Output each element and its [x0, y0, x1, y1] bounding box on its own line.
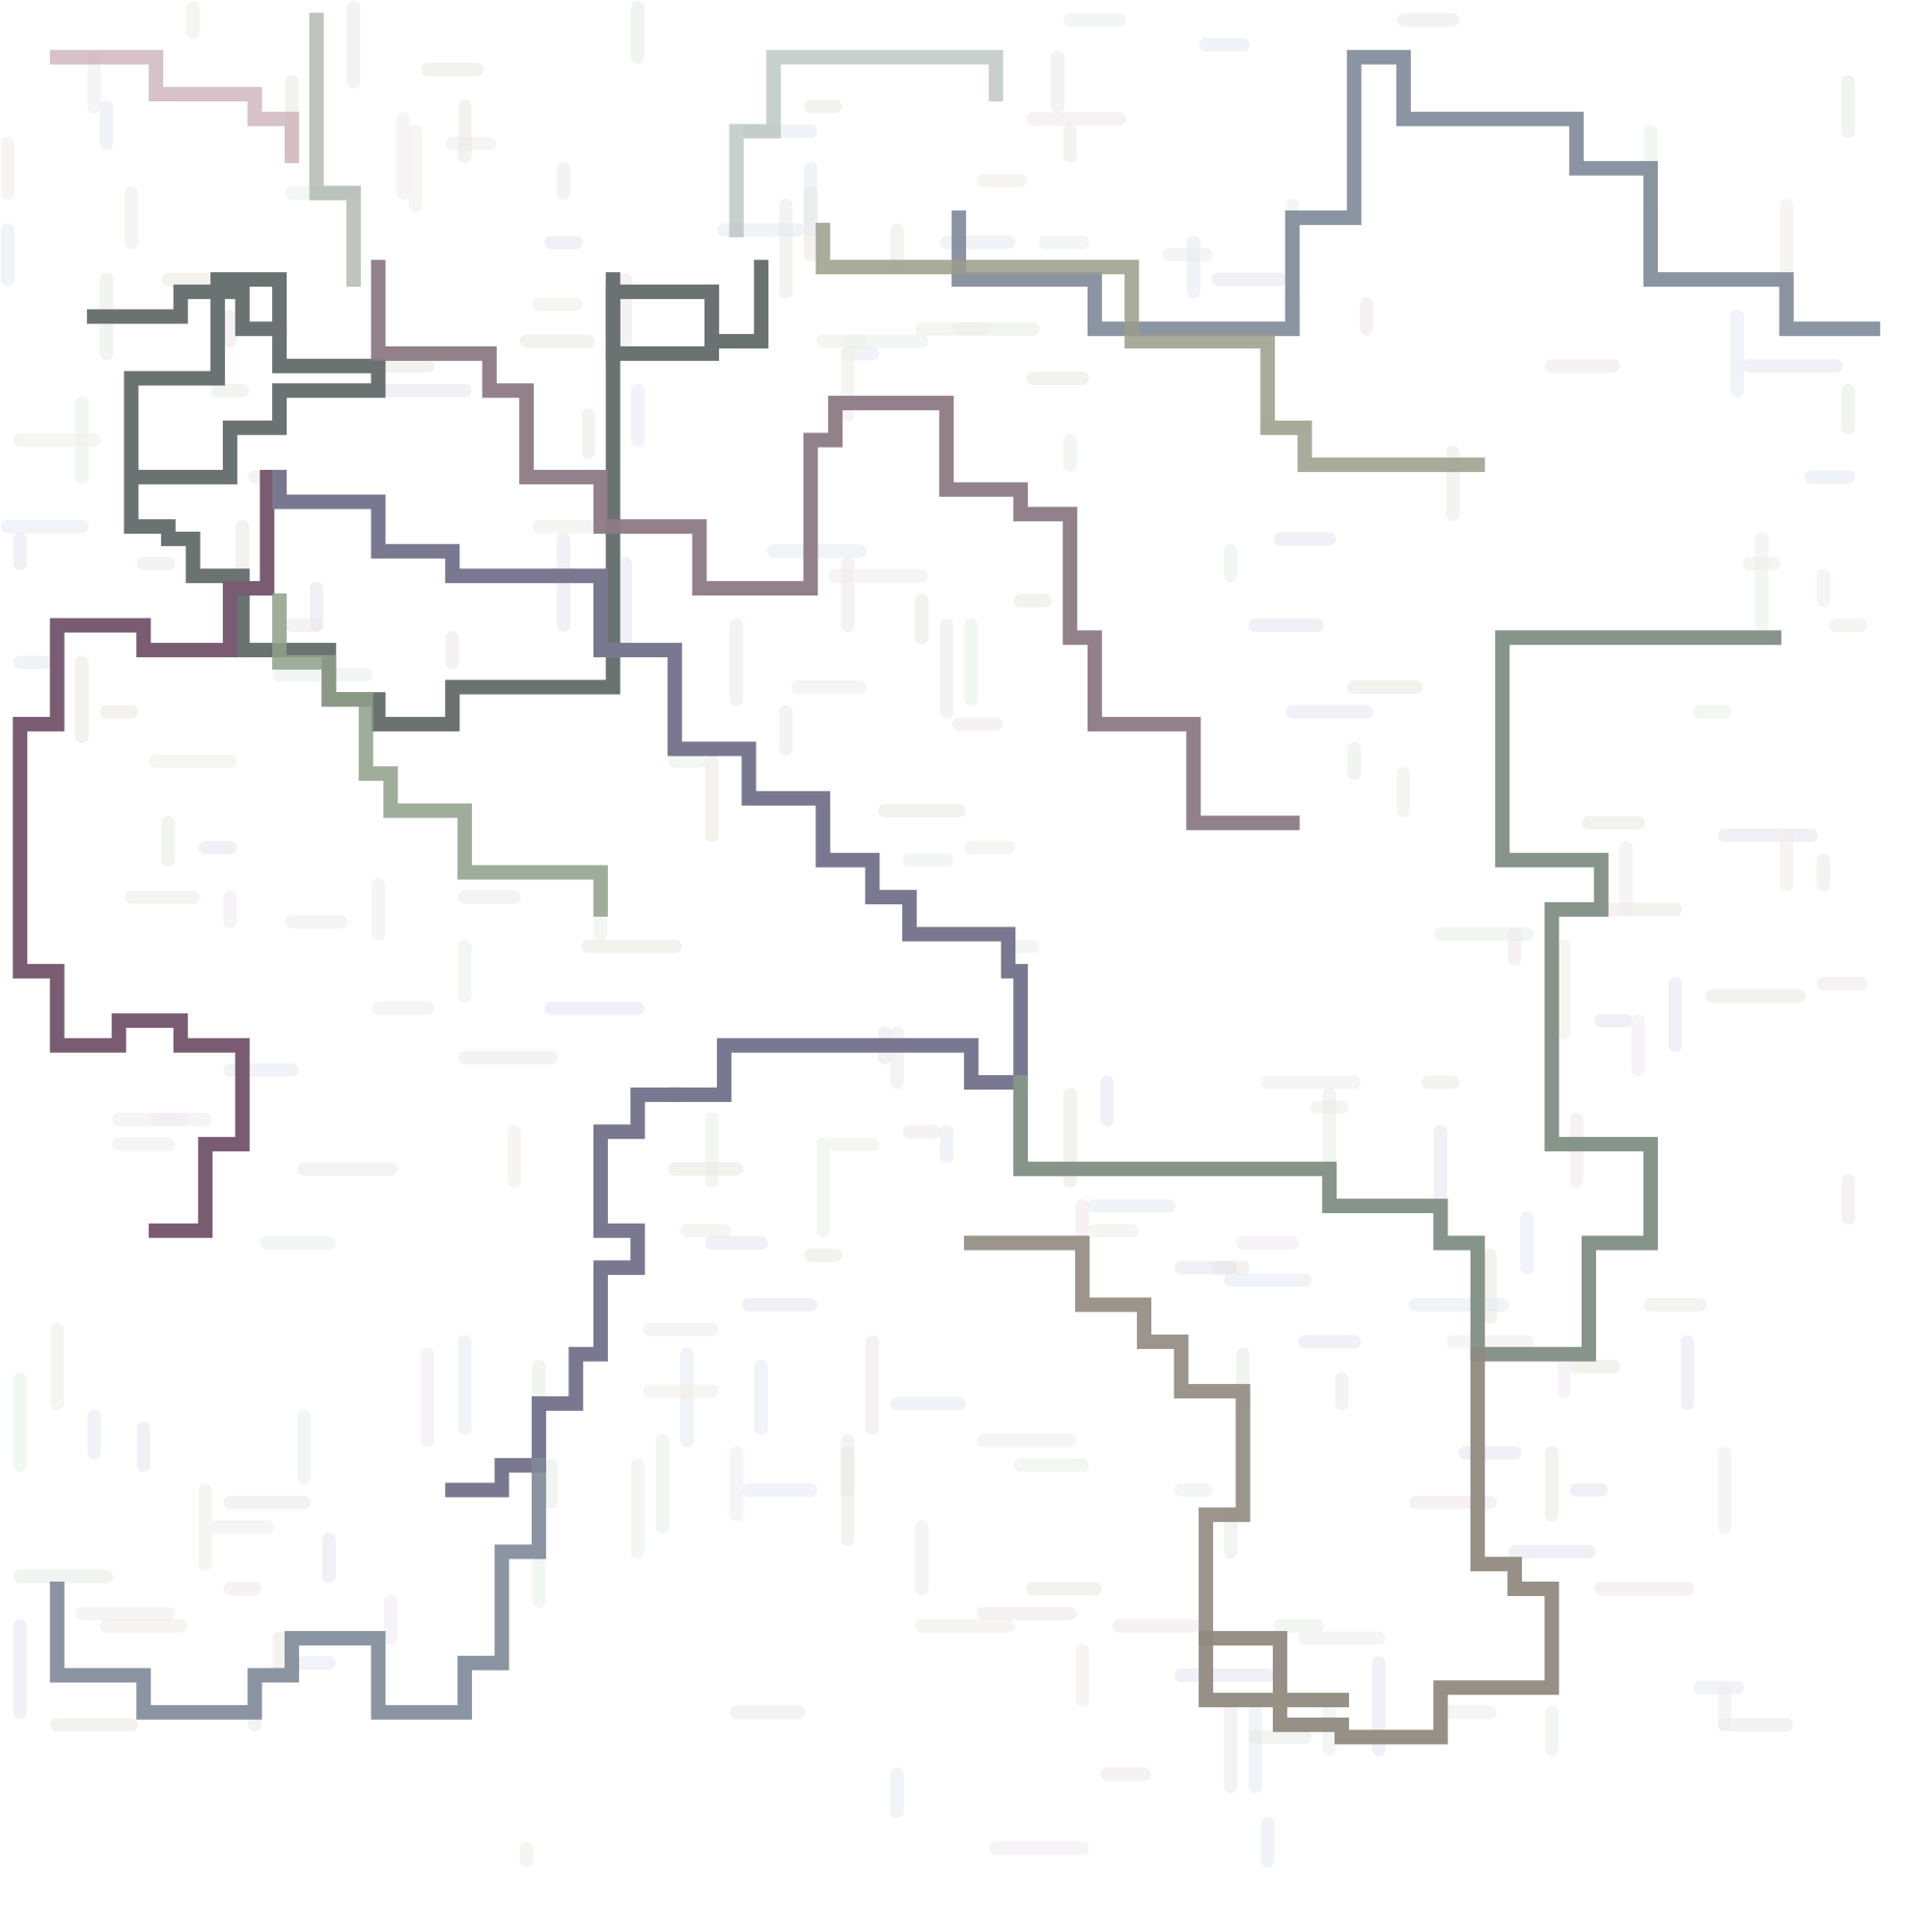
rose-path-top	[49, 49, 299, 164]
maze-path-layer	[13, 13, 1881, 1745]
sage-path-right	[1013, 630, 1781, 1362]
sage-path-top-center	[729, 49, 1004, 237]
dark-path-center	[124, 272, 288, 484]
violet-path	[272, 469, 1029, 1102]
purple-path	[13, 469, 275, 1238]
dark-path-right	[605, 272, 720, 361]
mauve-path-upper	[371, 260, 1300, 831]
taupe-path-mid	[963, 1235, 1251, 1646]
olive-path-top	[815, 222, 1485, 473]
dark-path-left	[87, 260, 769, 731]
slate-path-bottom	[49, 1457, 546, 1720]
top-grey-path	[952, 49, 1881, 337]
violet-path-lower	[445, 1087, 682, 1498]
taupe-path	[1199, 1346, 1559, 1745]
green-path-left	[272, 593, 608, 917]
sage-path-top	[309, 13, 361, 288]
